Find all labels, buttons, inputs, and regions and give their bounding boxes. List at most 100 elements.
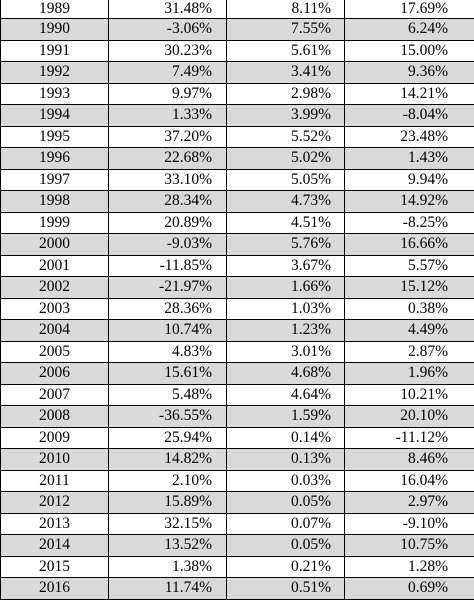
return-column-3-cell: 1.43% (344, 147, 474, 170)
year-cell: 2016 (0, 577, 109, 600)
return-column-1-cell: 37.20% (108, 125, 227, 148)
return-column-3-cell: 10.75% (344, 534, 474, 557)
table-row: 2003 28.36% 1.03% 0.38% (0, 297, 474, 320)
return-column-2-cell: 0.21% (226, 555, 345, 578)
return-column-3-cell: -8.04% (344, 104, 474, 127)
table-row: 2004 10.74% 1.23% 4.49% (0, 319, 474, 342)
return-column-2-cell: 4.64% (226, 383, 345, 406)
return-column-2-cell: 2.98% (226, 82, 345, 105)
return-column-1-cell: 10.74% (108, 319, 227, 342)
return-column-1-cell: 13.52% (108, 534, 227, 557)
return-column-1-cell: 30.23% (108, 39, 227, 62)
table-row: 1992 7.49% 3.41% 9.36% (0, 61, 474, 84)
year-cell: 2005 (0, 340, 109, 363)
table-row: 2010 14.82% 0.13% 8.46% (0, 448, 474, 471)
return-column-2-cell: 3.01% (226, 340, 345, 363)
return-column-2-cell: 1.59% (226, 405, 345, 428)
year-cell: 1992 (0, 61, 109, 84)
year-cell: 2006 (0, 362, 109, 385)
return-column-3-cell: 15.00% (344, 39, 474, 62)
return-column-3-cell: 0.38% (344, 297, 474, 320)
return-column-2-cell: 4.73% (226, 190, 345, 213)
table-row: 1996 22.68% 5.02% 1.43% (0, 147, 474, 170)
year-cell: 1990 (0, 18, 109, 41)
year-cell: 2008 (0, 405, 109, 428)
return-column-2-cell: 0.03% (226, 469, 345, 492)
table-row: 2016 11.74% 0.51% 0.69% (0, 577, 474, 600)
year-cell: 2002 (0, 276, 109, 299)
table-row: 2008 -36.55% 1.59% 20.10% (0, 405, 474, 428)
return-column-2-cell: 0.51% (226, 577, 345, 600)
return-column-2-cell: 7.55% (226, 18, 345, 41)
year-cell: 2001 (0, 254, 109, 277)
return-column-1-cell: 28.34% (108, 190, 227, 213)
table-row: 1998 28.34% 4.73% 14.92% (0, 190, 474, 213)
return-column-3-cell: 8.46% (344, 448, 474, 471)
return-column-3-cell: 23.48% (344, 125, 474, 148)
table-row: 2012 15.89% 0.05% 2.97% (0, 491, 474, 514)
year-cell: 1994 (0, 104, 109, 127)
return-column-1-cell: 5.48% (108, 383, 227, 406)
return-column-2-cell: 3.99% (226, 104, 345, 127)
return-column-2-cell: 4.68% (226, 362, 345, 385)
table-row: 1994 1.33% 3.99% -8.04% (0, 104, 474, 127)
return-column-1-cell: 28.36% (108, 297, 227, 320)
return-column-1-cell: -3.06% (108, 18, 227, 41)
return-column-1-cell: -11.85% (108, 254, 227, 277)
return-column-3-cell: 16.04% (344, 469, 474, 492)
return-column-1-cell: 22.68% (108, 147, 227, 170)
return-column-3-cell: 15.12% (344, 276, 474, 299)
year-cell: 2015 (0, 555, 109, 578)
return-column-2-cell: 5.05% (226, 168, 345, 191)
return-column-1-cell: -9.03% (108, 233, 227, 256)
return-column-2-cell: 5.61% (226, 39, 345, 62)
return-column-3-cell: 6.24% (344, 18, 474, 41)
return-column-1-cell: 15.89% (108, 491, 227, 514)
return-column-1-cell: 2.10% (108, 469, 227, 492)
year-cell: 2003 (0, 297, 109, 320)
table-row: 1990 -3.06% 7.55% 6.24% (0, 18, 474, 41)
return-column-2-cell: 0.13% (226, 448, 345, 471)
table-row: 1997 33.10% 5.05% 9.94% (0, 168, 474, 191)
table-row: 1999 20.89% 4.51% -8.25% (0, 211, 474, 234)
year-cell: 2012 (0, 491, 109, 514)
year-cell: 1996 (0, 147, 109, 170)
return-column-1-cell: 1.33% (108, 104, 227, 127)
return-column-3-cell: 14.92% (344, 190, 474, 213)
table-row: 2002 -21.97% 1.66% 15.12% (0, 276, 474, 299)
table-row: 2009 25.94% 0.14% -11.12% (0, 426, 474, 449)
return-column-3-cell: -8.25% (344, 211, 474, 234)
return-column-2-cell: 1.23% (226, 319, 345, 342)
return-column-3-cell: -11.12% (344, 426, 474, 449)
table-row: 2011 2.10% 0.03% 16.04% (0, 469, 474, 492)
return-column-3-cell: 9.36% (344, 61, 474, 84)
year-cell: 1998 (0, 190, 109, 213)
return-column-2-cell: 3.67% (226, 254, 345, 277)
return-column-2-cell: 5.76% (226, 233, 345, 256)
return-column-3-cell: 9.94% (344, 168, 474, 191)
year-cell: 1989 (0, 0, 109, 19)
year-cell: 2004 (0, 319, 109, 342)
year-cell: 2011 (0, 469, 109, 492)
table-row: 1993 9.97% 2.98% 14.21% (0, 82, 474, 105)
return-column-3-cell: 14.21% (344, 82, 474, 105)
year-cell: 2009 (0, 426, 109, 449)
return-column-3-cell: 4.49% (344, 319, 474, 342)
return-column-1-cell: 32.15% (108, 512, 227, 535)
table-row: 2006 15.61% 4.68% 1.96% (0, 362, 474, 385)
table-row: 1995 37.20% 5.52% 23.48% (0, 125, 474, 148)
table-row: 1991 30.23% 5.61% 15.00% (0, 39, 474, 62)
year-cell: 2014 (0, 534, 109, 557)
year-cell: 2010 (0, 448, 109, 471)
return-column-2-cell: 0.05% (226, 491, 345, 514)
return-column-1-cell: 33.10% (108, 168, 227, 191)
return-column-3-cell: 16.66% (344, 233, 474, 256)
return-column-1-cell: 31.48% (108, 0, 227, 19)
return-column-2-cell: 1.03% (226, 297, 345, 320)
return-column-3-cell: 2.97% (344, 491, 474, 514)
return-column-3-cell: 0.69% (344, 577, 474, 600)
return-column-2-cell: 0.05% (226, 534, 345, 557)
return-column-3-cell: -9.10% (344, 512, 474, 535)
return-column-2-cell: 0.14% (226, 426, 345, 449)
